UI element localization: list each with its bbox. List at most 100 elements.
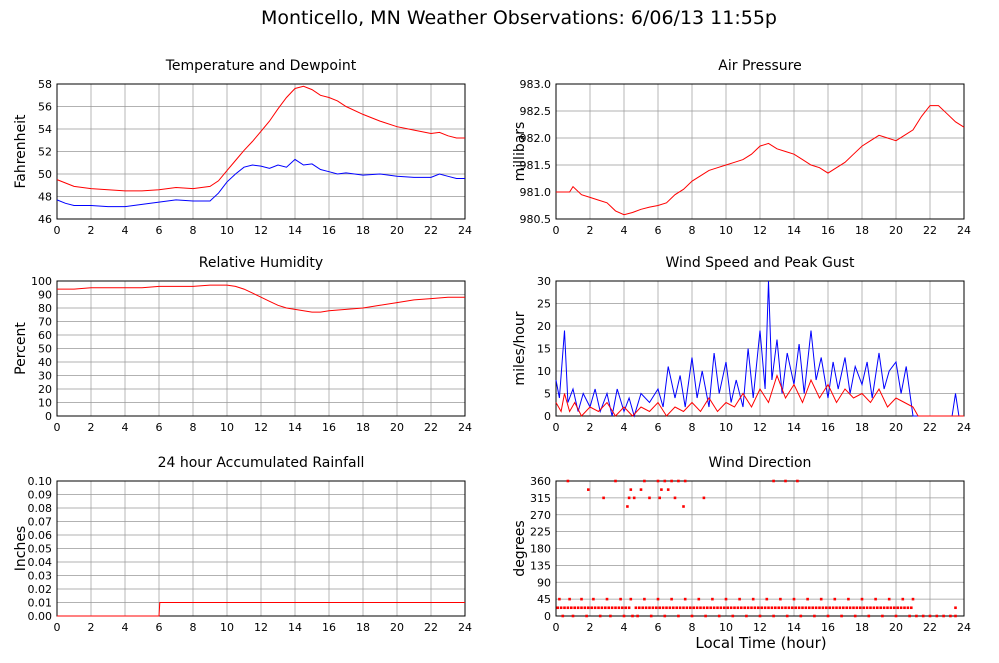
x-tick-label: 0 — [54, 621, 61, 634]
data-point — [590, 606, 593, 610]
x-tick-label: 8 — [689, 421, 696, 434]
y-tick-label: 56 — [38, 101, 52, 114]
data-point — [882, 606, 886, 610]
x-tick-label: 24 — [458, 421, 472, 434]
series-line-red — [57, 602, 465, 617]
y-tick-label: 225 — [530, 526, 551, 539]
series-line-red — [555, 373, 964, 417]
x-tick-label: 2 — [88, 621, 95, 634]
data-point — [911, 597, 915, 601]
data-point — [818, 606, 821, 610]
data-point — [750, 606, 753, 610]
x-tick-label: 14 — [288, 621, 302, 634]
x-tick-label: 20 — [390, 421, 404, 434]
y-tick-label: 0.05 — [28, 543, 53, 556]
data-point — [908, 614, 911, 618]
data-point — [855, 606, 859, 610]
data-point — [629, 488, 633, 491]
x-tick-label: 2 — [587, 224, 594, 237]
x-tick-label: 14 — [288, 224, 302, 237]
data-point — [609, 614, 612, 618]
x-tick-label: 8 — [689, 224, 696, 237]
y-tick-label: 360 — [530, 475, 551, 488]
data-point — [658, 606, 661, 610]
data-point — [610, 606, 614, 610]
data-point — [954, 614, 957, 618]
data-point — [867, 614, 871, 618]
x-tick-label: 16 — [322, 621, 336, 634]
data-point — [726, 606, 729, 610]
data-point — [796, 479, 799, 483]
data-point — [692, 606, 695, 610]
data-point — [799, 614, 803, 618]
x-tick-label: 14 — [787, 421, 801, 434]
data-point — [753, 606, 757, 610]
x-tick-label: 6 — [156, 421, 163, 434]
data-point — [685, 606, 689, 610]
x-tick-label: 22 — [424, 421, 438, 434]
data-point — [814, 606, 818, 610]
y-tick-label: 15 — [537, 343, 551, 356]
y-tick-label: 180 — [530, 543, 551, 556]
data-point — [629, 597, 633, 601]
x-tick-label: 20 — [889, 421, 903, 434]
x-tick-label: 12 — [753, 224, 767, 237]
data-point — [806, 597, 809, 601]
x-tick-label: 10 — [719, 224, 733, 237]
data-point — [942, 614, 945, 618]
x-tick-label: 4 — [122, 224, 129, 237]
data-point — [901, 597, 905, 601]
y-tick-label: 10 — [38, 397, 52, 410]
data-point — [831, 606, 835, 610]
x-tick-label: 10 — [220, 224, 234, 237]
data-point — [561, 614, 565, 618]
x-tick-label: 0 — [553, 621, 560, 634]
x-tick-label: 2 — [88, 224, 95, 237]
data-point — [699, 606, 702, 610]
data-point — [666, 488, 670, 491]
data-point — [643, 479, 646, 483]
data-point — [840, 614, 843, 618]
data-point — [928, 614, 932, 618]
data-point — [566, 606, 570, 610]
data-point — [627, 606, 631, 610]
y-tick-label: 5 — [544, 388, 551, 401]
data-point — [682, 606, 685, 610]
data-point — [639, 488, 643, 491]
data-point — [910, 606, 913, 610]
x-tick-label: 4 — [621, 224, 628, 237]
data-point — [896, 606, 899, 610]
data-point — [716, 606, 719, 610]
data-point — [763, 606, 767, 610]
x-tick-label: 24 — [957, 224, 971, 237]
y-tick-label: 45 — [537, 593, 551, 606]
data-point — [678, 606, 682, 610]
data-point — [690, 614, 694, 618]
data-point — [702, 496, 706, 500]
data-point — [649, 614, 653, 618]
x-tick-label: 0 — [553, 421, 560, 434]
data-point — [656, 479, 660, 483]
y-tick-label: 52 — [38, 146, 52, 159]
plot-frame — [56, 83, 466, 220]
x-tick-label: 12 — [254, 421, 268, 434]
data-point — [860, 597, 864, 601]
data-point — [845, 606, 848, 610]
data-point — [689, 606, 692, 610]
y-axis-label: Inches — [13, 526, 29, 571]
y-tick-label: 20 — [38, 383, 52, 396]
data-point — [672, 606, 675, 610]
data-point — [573, 606, 576, 610]
data-point — [797, 606, 801, 610]
data-point — [757, 606, 760, 610]
data-point — [828, 606, 831, 610]
y-tick-label: 48 — [38, 191, 52, 204]
y-tick-label: 981.5 — [520, 159, 552, 172]
series-line-red — [57, 284, 465, 313]
x-tick-label: 18 — [356, 224, 370, 237]
y-tick-label: 0.08 — [28, 502, 53, 515]
data-point — [746, 606, 750, 610]
data-point — [859, 606, 862, 610]
data-point — [731, 614, 735, 618]
